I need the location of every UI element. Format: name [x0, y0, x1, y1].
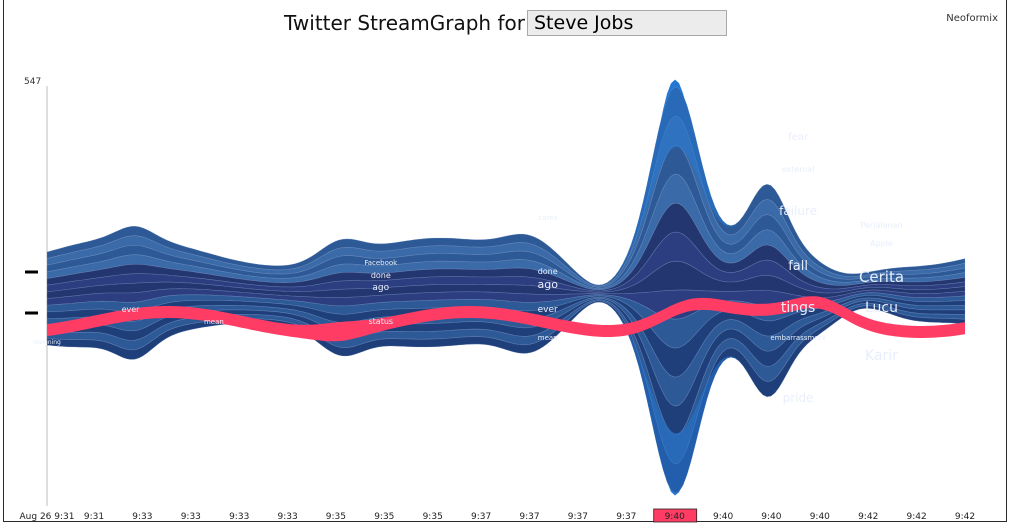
page-title: Twitter StreamGraph for: [284, 11, 525, 35]
x-tick-label[interactable]: 9:33: [277, 512, 297, 522]
x-tick-label[interactable]: 9:35: [326, 512, 346, 522]
chart-frame: [3, 0, 1007, 522]
word-label-fall[interactable]: fall: [788, 259, 808, 274]
x-tick-label[interactable]: 9:40: [713, 512, 733, 522]
word-label-karir[interactable]: Karir: [865, 348, 898, 364]
word-label-ago[interactable]: ago: [537, 278, 558, 291]
x-tick-label[interactable]: 9:42: [906, 512, 926, 522]
word-label-external[interactable]: external: [782, 165, 815, 174]
word-label-facebook[interactable]: Facebook: [364, 259, 398, 267]
word-label-ago[interactable]: ago: [372, 283, 389, 293]
x-axis-ticks: Aug 26 9:31 9:31 9:33 9:33 9:33 9:33 9:35 9:35 9…: [20, 508, 975, 523]
word-label-failure[interactable]: failure: [779, 204, 817, 218]
x-tick-label[interactable]: 9:42: [858, 512, 878, 522]
word-label-embarrassment[interactable]: embarrassment: [770, 334, 826, 342]
word-label-done[interactable]: done: [371, 271, 391, 280]
x-tick-label[interactable]: 9:33: [132, 512, 152, 522]
highlighted-tick-box[interactable]: [653, 508, 698, 523]
word-label-tings[interactable]: tings: [781, 300, 815, 316]
word-label-ever[interactable]: ever: [122, 305, 141, 314]
x-tick-label[interactable]: 9:35: [374, 512, 394, 522]
x-tick-label[interactable]: 9:40: [665, 512, 685, 522]
word-label-perjalanan[interactable]: Perjalanan: [860, 221, 902, 230]
word-labels: fear external failure fall tings embarrassmen…: [33, 132, 904, 405]
word-label-cerita[interactable]: Cerita: [859, 268, 904, 286]
x-tick-label[interactable]: 9:40: [810, 512, 830, 522]
word-label-status[interactable]: status: [369, 317, 394, 326]
word-label-apple[interactable]: Apple: [870, 239, 893, 248]
x-tick-label[interactable]: 9:37: [616, 512, 636, 522]
x-tick-label[interactable]: 9:37: [471, 512, 491, 522]
x-tick-label[interactable]: 9:33: [181, 512, 201, 522]
stream-layers: [46, 79, 966, 496]
word-label-done[interactable]: done: [538, 267, 558, 276]
word-label-resigning[interactable]: resigning: [33, 339, 61, 346]
brand-label: Neoformix: [946, 13, 998, 24]
x-tick-label[interactable]: 9:33: [229, 512, 249, 522]
word-label-ever[interactable]: ever: [538, 305, 558, 315]
word-label-mean[interactable]: mean: [538, 334, 558, 342]
x-tick-label[interactable]: 9:40: [761, 512, 781, 522]
x-tick-label[interactable]: 9:31: [84, 512, 104, 522]
word-label-cares[interactable]: cares: [538, 214, 557, 222]
x-tick-label[interactable]: 9:37: [519, 512, 539, 522]
stream-layer-highlight: [47, 296, 965, 342]
word-label-pride[interactable]: pride: [783, 391, 814, 405]
x-tick-label[interactable]: Aug 26 9:31: [20, 512, 75, 522]
search-input[interactable]: [527, 10, 727, 36]
x-tick-label[interactable]: 9:35: [423, 512, 443, 522]
word-label-fear[interactable]: fear: [788, 132, 809, 143]
x-tick-label[interactable]: 9:42: [955, 512, 975, 522]
x-tick-label[interactable]: 9:37: [568, 512, 588, 522]
word-label-mean[interactable]: mean: [204, 318, 224, 326]
y-max-label: 547: [24, 77, 42, 87]
word-label-lucu[interactable]: Lucu: [865, 300, 898, 316]
